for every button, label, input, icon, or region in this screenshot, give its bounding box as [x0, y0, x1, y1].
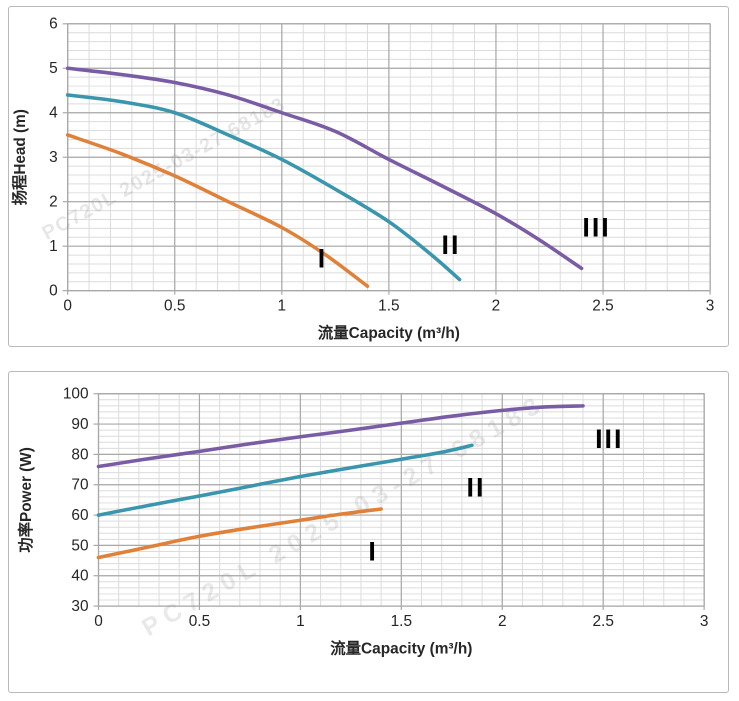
y-axis-title: 功率Power (W): [16, 447, 35, 552]
x-tick-label: 3: [706, 297, 715, 314]
x-tick-label: 1: [296, 613, 305, 630]
y-tick-label: 60: [71, 507, 88, 524]
y-tick-label: 0: [49, 283, 58, 300]
x-tick-label: 1.5: [391, 613, 412, 630]
curve-II: [96, 443, 474, 517]
y-tick-label: 2: [49, 194, 58, 211]
head-capacity-chart-svg: PC720L 2025-03-27 68183 0 0.5 1 1.5 2 2.5 3 0 1 2 3…: [10, 16, 715, 342]
y-axis-title: 扬程Head (m): [10, 109, 29, 205]
y-tick-label: 1: [49, 238, 58, 255]
x-tick-label: 0: [63, 297, 72, 314]
watermark-text: PC720L 2025-03-27 68183: [39, 93, 290, 245]
y-tick-label: 80: [71, 446, 88, 463]
x-tick-label: 0: [94, 613, 103, 630]
curve-label-II: II: [467, 473, 486, 503]
x-tick-label: 2: [498, 613, 507, 630]
curve-label-III: III: [595, 424, 623, 454]
y-tick-label: 40: [71, 568, 88, 585]
x-tick-label: 3: [700, 613, 709, 630]
x-tick-label: 1.5: [378, 297, 399, 314]
head-capacity-chart: PC720L 2025-03-27 68183 0 0.5 1 1.5 2 2.5 3 0 1 2 3…: [8, 6, 729, 347]
x-tick-label: 0.5: [189, 613, 210, 630]
curve-I: [65, 133, 370, 288]
x-tick-label: 0.5: [164, 297, 185, 314]
curve-label-II: II: [442, 230, 461, 260]
y-tick-label: 30: [71, 598, 88, 615]
curve-III: [96, 404, 585, 469]
x-tick-label: 2.5: [592, 613, 613, 630]
curve-label-III: III: [582, 212, 610, 242]
y-tick-label: 3: [49, 149, 58, 166]
y-tick-label: 70: [71, 477, 88, 494]
x-tick-label: 2.5: [592, 297, 613, 314]
y-tick-label: 6: [49, 16, 58, 33]
y-tick-label: 90: [71, 416, 88, 433]
curve-label-I: I: [368, 536, 377, 566]
curve-I: [96, 507, 383, 560]
x-tick-label: 2: [492, 297, 501, 314]
curve-III: [65, 66, 584, 271]
power-capacity-chart: PC720L 2025-03-27 68183 0 0.5 1 1.5 2 2.5 3 30 40…: [8, 371, 729, 693]
y-tick-label: 4: [49, 105, 58, 122]
x-axis-title: 流量Capacity (m³/h): [330, 639, 472, 658]
curve-II: [65, 93, 462, 282]
y-tick-label: 5: [49, 60, 58, 77]
y-tick-label: 100: [63, 386, 89, 403]
x-tick-label: 1: [278, 297, 287, 314]
y-tick-label: 50: [71, 537, 88, 554]
curve-label-I: I: [318, 244, 327, 274]
x-axis-title: 流量Capacity (m³/h): [318, 323, 460, 342]
